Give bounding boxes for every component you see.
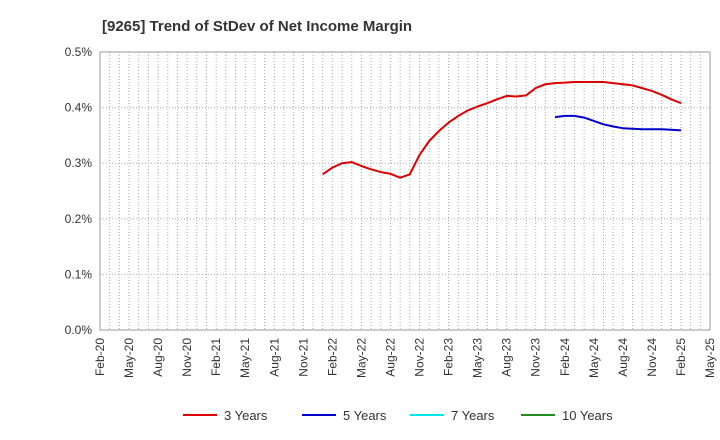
x-tick-label: May-20 — [122, 338, 136, 378]
y-axis-ticks: 0.0% 0.1% 0.2% 0.3% 0.4% 0.5% — [65, 45, 93, 337]
grid — [100, 52, 710, 330]
x-tick-label: Aug-22 — [383, 338, 397, 377]
x-tick-label: Aug-21 — [267, 338, 281, 377]
series-lines — [322, 81, 682, 179]
x-tick-label: Feb-21 — [209, 338, 223, 376]
x-tick-label: Feb-24 — [558, 338, 572, 376]
y-tick-label: 0.1% — [65, 267, 93, 281]
series-line — [554, 114, 682, 132]
x-tick-label: Nov-22 — [413, 338, 427, 377]
x-tick-label: May-21 — [238, 338, 252, 378]
x-tick-label: May-24 — [587, 338, 601, 378]
y-tick-label: 0.3% — [65, 156, 93, 170]
x-tick-label: May-25 — [703, 338, 717, 378]
x-tick-label: Aug-23 — [500, 338, 514, 377]
y-tick-label: 0.2% — [65, 212, 93, 226]
x-tick-label: Feb-23 — [442, 338, 456, 376]
x-tick-label: Nov-20 — [180, 338, 194, 377]
y-tick-label: 0.5% — [65, 45, 93, 59]
legend-label: 3 Years — [224, 408, 268, 423]
x-tick-label: Feb-22 — [325, 338, 339, 376]
x-tick-label: Nov-24 — [645, 338, 659, 377]
legend-label: 5 Years — [343, 408, 387, 423]
legend-label: 10 Years — [562, 408, 613, 423]
x-tick-label: May-22 — [354, 338, 368, 378]
x-tick-label: Aug-20 — [151, 338, 165, 377]
x-tick-label: Feb-25 — [674, 338, 688, 376]
x-tick-label: Nov-21 — [296, 338, 310, 377]
plot-area — [99, 51, 711, 331]
series-line — [322, 81, 682, 179]
x-axis-ticks: Feb-20 May-20 Aug-20 Nov-20 Feb-21 May-21 Aug-… — [93, 338, 717, 378]
chart-title: [9265] Trend of StDev of Net Income Marg… — [102, 18, 412, 35]
x-tick-label: Aug-24 — [616, 338, 630, 377]
x-tick-label: Nov-23 — [529, 338, 543, 377]
legend-label: 7 Years — [451, 408, 495, 423]
x-tick-label: May-23 — [471, 338, 485, 378]
y-tick-label: 0.4% — [65, 101, 93, 115]
legend: 3 Years 5 Years 7 Years 10 Years — [183, 408, 613, 423]
y-tick-label: 0.0% — [65, 323, 93, 337]
x-tick-label: Feb-20 — [93, 338, 107, 376]
